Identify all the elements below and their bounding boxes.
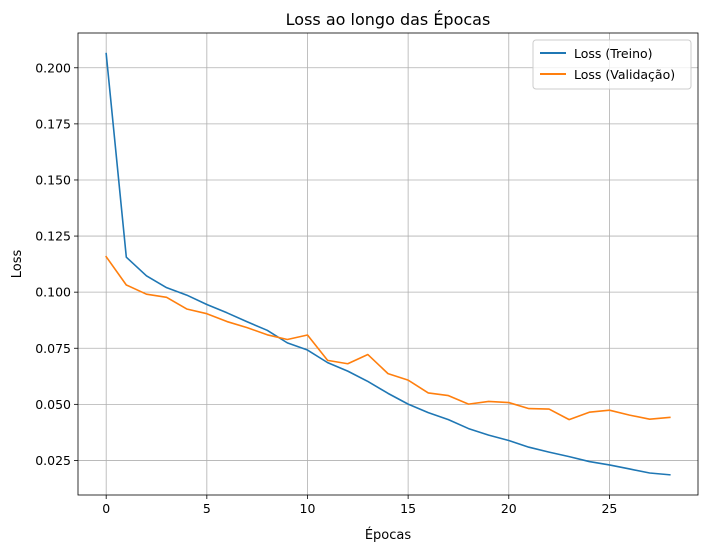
- y-tick-label: 0.200: [35, 60, 71, 75]
- legend-label-validacao: Loss (Validação): [574, 67, 675, 82]
- x-tick-label: 5: [203, 501, 211, 516]
- chart-title: Loss ao longo das Épocas: [286, 10, 491, 29]
- grid-lines: [78, 33, 698, 495]
- y-tick-label: 0.075: [35, 341, 71, 356]
- x-tick-label: 20: [501, 501, 517, 516]
- y-tick-label: 0.025: [35, 453, 71, 468]
- y-tick-label: 0.100: [35, 285, 71, 300]
- y-tick-label: 0.050: [35, 397, 71, 412]
- axis-ticks: 0 5 10 15 20 25 0.025 0.050 0.075 0.100 0.125 0.150…: [35, 60, 617, 516]
- plot-area-frame: [77, 32, 699, 496]
- y-tick-label: 0.175: [35, 116, 71, 131]
- legend-label-treino: Loss (Treino): [574, 46, 653, 61]
- legend-box: [532, 39, 692, 90]
- x-tick-label: 25: [601, 501, 617, 516]
- series-line-validacao: [105, 255, 671, 421]
- y-tick-label: 0.150: [35, 172, 71, 187]
- series-line-treino: [105, 52, 671, 476]
- legend: Loss (Treino) Loss (Validação): [532, 39, 692, 90]
- y-axis-label: Loss: [10, 250, 25, 279]
- y-tick-label: 0.125: [35, 229, 71, 244]
- series-lines: [105, 52, 671, 476]
- x-tick-label: 10: [300, 501, 316, 516]
- x-axis-label: Épocas: [365, 527, 412, 543]
- x-tick-label: 15: [400, 501, 416, 516]
- x-tick-label: 0: [102, 501, 110, 516]
